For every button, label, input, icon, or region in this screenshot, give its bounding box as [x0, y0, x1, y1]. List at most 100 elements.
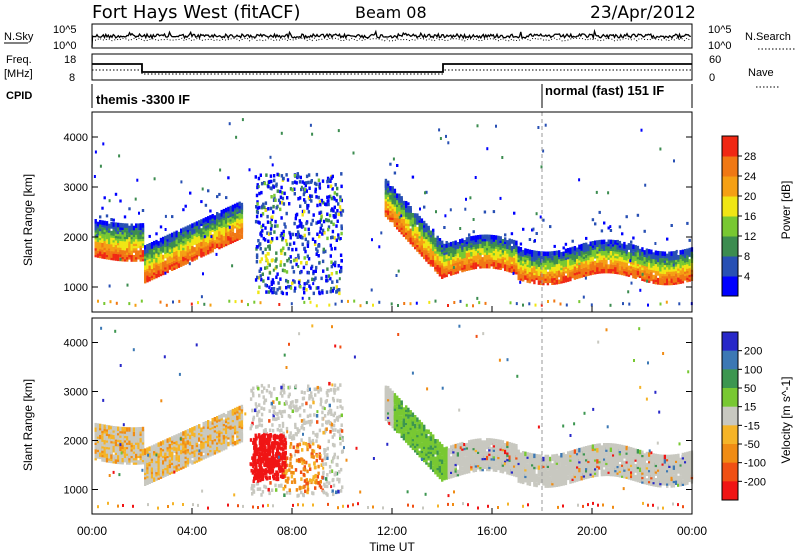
velocity-cell — [409, 416, 412, 422]
velocity-cell — [159, 441, 163, 446]
power-cell — [267, 184, 270, 189]
power-cell — [317, 254, 320, 258]
power-cell — [262, 202, 265, 207]
power-cell — [316, 249, 319, 253]
power-cell — [108, 199, 111, 203]
power-cell — [661, 258, 664, 263]
power-cell — [257, 220, 260, 224]
power-cell — [193, 222, 196, 227]
velocity-cell — [227, 441, 230, 447]
velocity-cell — [454, 455, 457, 460]
velocity-cell — [225, 427, 228, 432]
power-cell — [359, 304, 362, 308]
power-cell — [275, 206, 278, 210]
power-cell — [188, 262, 191, 266]
power-cell — [291, 247, 294, 252]
power-cell — [264, 208, 267, 212]
velocity-cell — [112, 426, 115, 431]
velocity-data — [94, 324, 694, 510]
power-cell — [112, 222, 115, 227]
power-cell — [266, 252, 269, 256]
power-cell — [438, 260, 442, 266]
velocity-cell — [436, 443, 439, 449]
power-cell — [582, 263, 586, 269]
power-cell — [499, 263, 502, 268]
velocity-cell — [389, 408, 392, 413]
power-cell — [311, 132, 314, 136]
power-cell — [241, 118, 244, 122]
power-cell — [591, 241, 595, 246]
power-cell — [612, 260, 615, 265]
power-cell — [540, 303, 543, 307]
power-cell — [333, 191, 336, 195]
nave-label: Nave — [748, 67, 774, 79]
power-cell — [294, 286, 297, 290]
power-cell — [254, 219, 258, 224]
power-cell — [166, 264, 169, 269]
freq-strip — [91, 53, 693, 81]
power-cell — [389, 162, 392, 166]
velocity-cell — [105, 458, 109, 463]
power-cell — [255, 247, 258, 251]
power-cell — [177, 238, 181, 244]
power-cell — [282, 246, 285, 250]
nsky-bottom: 10^0 — [53, 40, 77, 52]
velocity-cell — [139, 427, 142, 432]
power-cell — [117, 222, 120, 228]
velocity-cell — [402, 407, 406, 412]
power-cell — [648, 249, 651, 254]
velocity-cell — [400, 400, 403, 405]
power-cell — [681, 249, 685, 255]
power-cell — [330, 264, 333, 269]
velocity-cell — [465, 456, 469, 461]
velocity-cell — [193, 426, 196, 431]
power-cell — [312, 269, 315, 274]
power-cell — [340, 265, 343, 270]
velocity-cell — [144, 448, 147, 453]
power-cell — [209, 209, 212, 213]
velocity-cell — [193, 448, 196, 453]
power-cell — [200, 248, 203, 254]
power-cell — [108, 284, 111, 288]
power-cell — [303, 181, 306, 185]
power-cell — [144, 263, 147, 268]
velocity-cell — [137, 427, 140, 432]
power-cell — [436, 240, 439, 245]
power-cell — [102, 142, 105, 146]
velocity-cell — [459, 449, 462, 454]
power-cell — [447, 265, 451, 270]
velocity-cell — [400, 420, 403, 425]
velocity-cell — [202, 424, 205, 429]
power-cell — [515, 265, 518, 270]
power-cell — [99, 219, 102, 225]
power-cell — [310, 194, 314, 198]
velocity-cell — [108, 429, 111, 435]
power-cell — [551, 255, 554, 261]
power-cell — [216, 212, 219, 217]
power-cell — [621, 243, 624, 249]
power-cell — [630, 240, 633, 244]
power-cell — [340, 213, 343, 217]
power-cell — [609, 229, 613, 232]
power-cell — [332, 209, 335, 213]
power-cell — [327, 225, 331, 229]
power-cell — [403, 302, 406, 305]
power-cell — [425, 257, 428, 262]
power-cell — [677, 264, 680, 269]
velocity-cell — [186, 460, 190, 465]
velocity-cell — [110, 432, 113, 437]
power-cell — [315, 247, 318, 251]
power-cell — [210, 235, 213, 239]
power-cell — [679, 277, 682, 282]
power-cell — [146, 244, 149, 249]
power-cell — [495, 239, 498, 245]
power-cell — [227, 218, 230, 223]
power-cell — [477, 235, 480, 240]
nsearch-trace — [91, 37, 690, 42]
velocity-cell — [164, 439, 167, 444]
power-cell — [326, 179, 329, 184]
power-cell — [276, 272, 279, 276]
power-cell — [472, 264, 475, 270]
power-cell — [103, 241, 106, 246]
power-cell — [681, 276, 685, 282]
